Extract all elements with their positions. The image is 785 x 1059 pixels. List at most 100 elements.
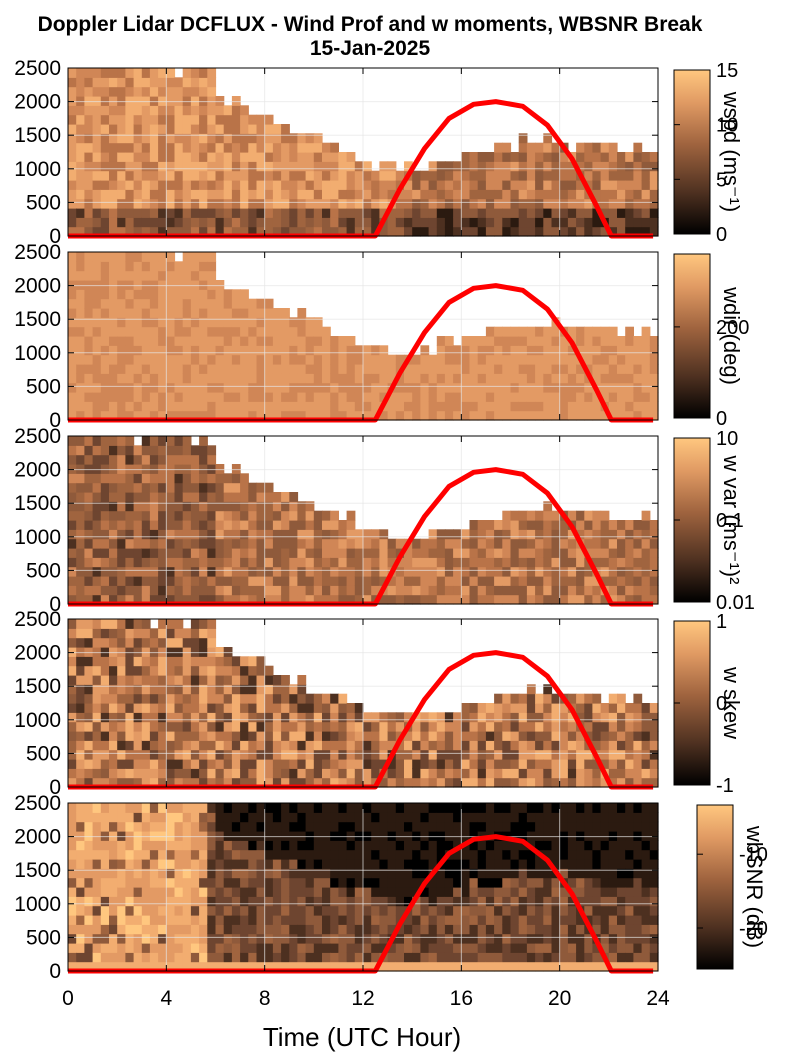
- heatmap-cell: [395, 208, 405, 218]
- heatmap-cell: [510, 392, 520, 402]
- heatmap-cell: [543, 840, 553, 851]
- heatmap-cell: [363, 812, 372, 823]
- heatmap-cell: [264, 298, 274, 309]
- heatmap-cell: [166, 849, 176, 860]
- heatmap-cell: [248, 703, 258, 713]
- heatmap-cell: [84, 354, 94, 365]
- heatmap-cell: [272, 345, 282, 356]
- heatmap-cell: [584, 961, 594, 972]
- heatmap-cell: [174, 454, 184, 465]
- heatmap-cell: [133, 961, 143, 972]
- heatmap-cell: [551, 548, 561, 558]
- heatmap-cell: [543, 529, 553, 540]
- heatmap-cell: [600, 354, 610, 365]
- heatmap-cell: [617, 849, 626, 860]
- y-tick-label: 2000: [14, 826, 61, 849]
- heatmap-cell: [133, 656, 143, 667]
- heatmap-cell: [592, 812, 602, 823]
- heatmap-cell: [633, 915, 643, 925]
- heatmap-cell: [207, 628, 217, 639]
- heatmap-cell: [485, 905, 495, 916]
- heatmap-cell: [608, 529, 618, 540]
- heatmap-cell: [84, 280, 94, 290]
- heatmap-cell: [543, 510, 553, 521]
- heatmap-cell: [256, 124, 266, 134]
- heatmap-cell: [543, 812, 553, 823]
- heatmap-cell: [543, 740, 553, 751]
- heatmap-cell: [281, 520, 290, 530]
- heatmap-cell: [346, 896, 356, 907]
- heatmap-cell: [338, 180, 348, 190]
- heatmap-cell: [199, 721, 208, 732]
- heatmap-cell: [371, 840, 380, 851]
- heatmap-cell: [330, 731, 339, 741]
- heatmap-cell: [100, 665, 110, 676]
- heatmap-cell: [256, 170, 266, 181]
- heatmap-cell: [436, 354, 446, 365]
- heatmap-cell: [117, 859, 126, 869]
- heatmap-cell: [633, 142, 643, 153]
- heatmap-cell: [485, 721, 495, 732]
- heatmap-cell: [494, 868, 503, 879]
- heatmap-cell: [395, 749, 405, 760]
- heatmap-cell: [182, 473, 192, 484]
- heatmap-cell: [84, 538, 94, 549]
- heatmap-cell: [535, 812, 544, 823]
- heatmap-cell: [551, 849, 561, 860]
- heatmap-cell: [633, 768, 643, 779]
- heatmap-cell: [453, 392, 462, 402]
- heatmap-cell: [215, 896, 225, 907]
- heatmap-cell: [289, 345, 299, 356]
- heatmap-cell: [444, 777, 454, 788]
- heatmap-cell: [109, 410, 118, 421]
- heatmap-cell: [141, 133, 151, 144]
- heatmap-cell: [371, 821, 380, 832]
- heatmap-cell: [559, 896, 569, 907]
- heatmap-cell: [297, 915, 307, 925]
- heatmap-cell: [166, 803, 176, 813]
- heatmap-cell: [338, 217, 348, 228]
- heatmap-cell: [117, 436, 126, 446]
- y-tick-label: 1000: [14, 342, 61, 365]
- heatmap-cell: [420, 943, 430, 953]
- heatmap-cell: [133, 675, 143, 685]
- heatmap-cell: [76, 887, 85, 897]
- heatmap-cell: [231, 501, 241, 512]
- heatmap-cell: [264, 520, 274, 530]
- heatmap-cell: [166, 749, 176, 760]
- heatmap-cell: [600, 831, 610, 841]
- heatmap-cell: [141, 731, 151, 741]
- heatmap-cell: [264, 740, 274, 751]
- heatmap-cell: [68, 345, 77, 356]
- heatmap-cell: [133, 152, 143, 162]
- heatmap-cell: [68, 410, 77, 421]
- heatmap-cell: [297, 217, 307, 228]
- heatmap-cell: [649, 731, 659, 741]
- heatmap-cell: [420, 198, 430, 209]
- heatmap-cell: [633, 740, 643, 751]
- heatmap-cell: [584, 731, 594, 741]
- heatmap-cell: [305, 933, 315, 944]
- heatmap-cell: [600, 161, 610, 172]
- heatmap-cell: [551, 401, 561, 412]
- heatmap-cell: [231, 840, 241, 851]
- heatmap-cell: [625, 952, 634, 963]
- heatmap-cell: [92, 373, 102, 384]
- heatmap-cell: [92, 566, 102, 577]
- heatmap-cell: [141, 510, 151, 521]
- heatmap-cell: [231, 401, 241, 412]
- heatmap-cell: [68, 510, 77, 521]
- heatmap-cell: [117, 557, 126, 568]
- heatmap-cell: [559, 392, 569, 402]
- heatmap-cell: [182, 317, 192, 328]
- heatmap-cell: [395, 721, 405, 732]
- heatmap-cell: [240, 482, 249, 493]
- heatmap-cell: [264, 510, 274, 521]
- heatmap-cell: [436, 840, 446, 851]
- heatmap-cell: [297, 740, 307, 751]
- heatmap-cell: [502, 961, 512, 972]
- heatmap-cell: [289, 821, 299, 832]
- heatmap-cell: [215, 712, 225, 723]
- heatmap-cell: [608, 189, 618, 200]
- heatmap-cell: [543, 548, 553, 558]
